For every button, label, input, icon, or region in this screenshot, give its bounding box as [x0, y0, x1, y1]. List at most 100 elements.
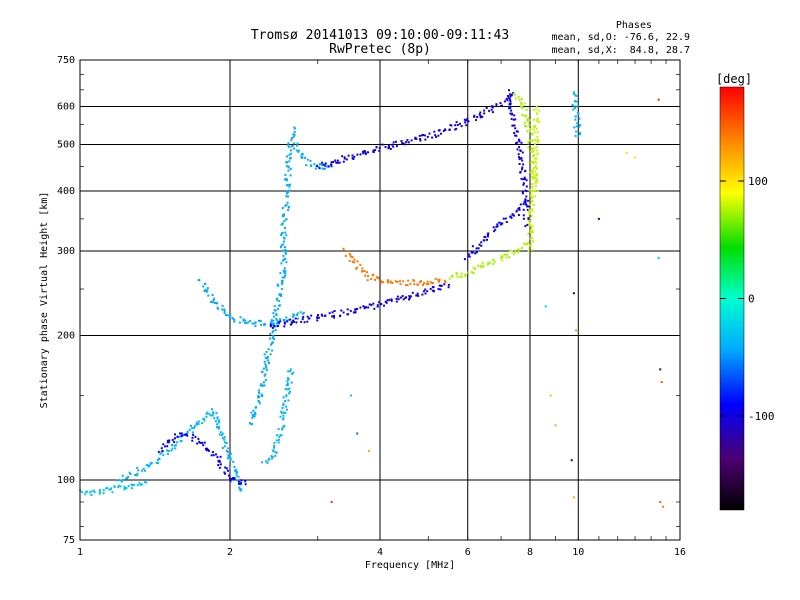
- data-point: [283, 276, 286, 279]
- data-point: [513, 132, 516, 134]
- data-point: [493, 260, 496, 263]
- data-point: [576, 105, 579, 108]
- data-point: [251, 423, 253, 426]
- data-point: [293, 320, 295, 323]
- data-point: [282, 417, 285, 420]
- data-point: [89, 491, 92, 494]
- data-point: [537, 117, 540, 120]
- data-point: [281, 259, 284, 262]
- data-point: [109, 488, 112, 491]
- data-point: [216, 423, 218, 426]
- data-point: [277, 438, 280, 441]
- data-point: [536, 136, 539, 139]
- data-point: [161, 450, 164, 452]
- data-point: [93, 489, 96, 492]
- data-point: [575, 130, 578, 133]
- data-point: [240, 479, 243, 482]
- data-point: [307, 317, 310, 320]
- data-point: [218, 419, 221, 422]
- data-point: [527, 140, 530, 143]
- data-point: [275, 439, 278, 442]
- data-point: [279, 246, 282, 249]
- data-point: [364, 274, 367, 277]
- data-point: [286, 184, 289, 186]
- data-point: [238, 480, 240, 483]
- data-point: [269, 353, 272, 356]
- data-point: [455, 271, 458, 274]
- data-point: [431, 136, 434, 139]
- data-point: [483, 235, 486, 238]
- data-point: [236, 479, 239, 482]
- data-point: [509, 93, 511, 96]
- data-point: [286, 165, 288, 168]
- data-point: [512, 93, 515, 95]
- data-point: [283, 220, 286, 223]
- data-point: [221, 447, 224, 449]
- data-point: [281, 276, 284, 279]
- data-point: [350, 394, 353, 397]
- data-point: [271, 331, 274, 334]
- data-point: [252, 409, 255, 412]
- data-point: [530, 215, 533, 218]
- data-point: [367, 151, 369, 154]
- data-point: [277, 325, 280, 327]
- data-point: [314, 167, 317, 170]
- data-point: [263, 381, 265, 384]
- data-point: [276, 283, 279, 286]
- data-point: [259, 320, 262, 323]
- data-point: [400, 140, 403, 142]
- data-point: [385, 301, 388, 304]
- data-point: [525, 108, 528, 111]
- data-point: [518, 140, 521, 143]
- data-point: [516, 248, 519, 251]
- x-tick-label: 8: [527, 547, 533, 558]
- data-point: [418, 281, 421, 284]
- data-point: [527, 199, 530, 202]
- data-point: [532, 161, 535, 164]
- x-tick-label: 2: [227, 547, 233, 558]
- data-point: [535, 167, 538, 170]
- data-point: [192, 431, 194, 434]
- data-point: [522, 182, 525, 185]
- data-point: [531, 201, 534, 204]
- data-point: [486, 238, 488, 241]
- data-point: [465, 124, 468, 127]
- data-point: [283, 178, 286, 181]
- data-point: [221, 308, 224, 311]
- data-point: [271, 322, 274, 325]
- data-point: [529, 237, 532, 240]
- data-point: [272, 335, 275, 338]
- phase-o-stats: mean, sd,O: -76.6, 22.9: [551, 32, 690, 43]
- data-point: [520, 141, 523, 144]
- data-point: [221, 437, 224, 440]
- data-point: [533, 166, 536, 169]
- data-point: [533, 147, 536, 150]
- data-point: [517, 214, 520, 216]
- data-point: [285, 395, 288, 398]
- data-point: [531, 229, 534, 232]
- data-point: [211, 414, 214, 417]
- data-point: [284, 246, 286, 249]
- data-point: [515, 134, 518, 137]
- data-point: [310, 314, 313, 317]
- data-point: [188, 428, 191, 431]
- data-point: [402, 280, 405, 283]
- data-point: [197, 437, 200, 440]
- data-point: [362, 150, 365, 153]
- data-point: [203, 441, 206, 444]
- data-point: [662, 505, 665, 508]
- data-point: [509, 106, 512, 109]
- data-point: [269, 333, 272, 336]
- data-point: [420, 134, 423, 137]
- data-point: [321, 167, 324, 170]
- data-point: [526, 223, 529, 226]
- data-point: [491, 111, 494, 114]
- data-point: [508, 89, 510, 92]
- data-point: [281, 215, 284, 218]
- data-point: [475, 247, 478, 250]
- data-point: [249, 319, 252, 322]
- data-point: [264, 356, 267, 359]
- data-point: [261, 461, 264, 464]
- data-point: [343, 157, 346, 160]
- data-point: [139, 483, 142, 486]
